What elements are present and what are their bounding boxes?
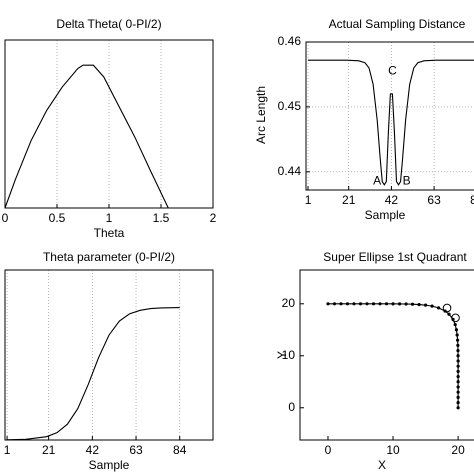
y-axis-label: Y <box>275 351 289 359</box>
highlight-point <box>442 303 452 313</box>
data-point <box>391 302 395 306</box>
x-tick-label: 0.5 <box>49 211 66 225</box>
data-point <box>430 304 434 308</box>
x-tick-label: 21 <box>342 193 356 207</box>
panel-title: Delta Theta( 0-PI/2) <box>56 17 161 31</box>
axes-frame <box>4 39 214 209</box>
data-line <box>4 64 169 209</box>
axes-frame <box>299 269 474 441</box>
data-point <box>456 395 460 399</box>
annotation: A <box>373 174 381 188</box>
data-point <box>417 302 421 307</box>
data-point <box>456 385 460 389</box>
data-point <box>436 306 441 310</box>
x-tick-label: 1 <box>106 211 113 225</box>
x-tick-label: 63 <box>427 193 441 207</box>
x-tick-label: 21 <box>42 443 56 457</box>
y-tick-label: 20 <box>282 296 296 310</box>
data-point <box>456 364 460 368</box>
data-point <box>332 302 337 306</box>
data-point <box>456 348 460 353</box>
data-point <box>371 302 376 306</box>
data-point <box>378 302 382 306</box>
y-tick-label: 0 <box>288 400 295 414</box>
axes-frame <box>305 41 474 191</box>
annotation: C <box>388 63 397 77</box>
data-line <box>327 303 459 408</box>
x-tick-label: 84 <box>470 193 474 207</box>
x-tick-label: 20 <box>451 443 465 457</box>
data-line <box>308 59 474 186</box>
y-tick-label: 0.45 <box>278 99 302 113</box>
y-tick-label: 0.44 <box>278 164 302 178</box>
panel-title: Super Ellipse 1st Quadrant <box>323 250 467 264</box>
data-point <box>455 338 460 342</box>
data-point <box>352 302 356 306</box>
panel: Actual Sampling Distance 1 21 42 63 84 0.44 0.4… <box>254 17 474 222</box>
data-point <box>326 302 330 306</box>
data-point <box>447 312 451 316</box>
data-point <box>397 302 402 306</box>
x-tick-label: 84 <box>173 443 187 457</box>
data-point <box>423 303 428 307</box>
x-tick-label: 0 <box>2 211 9 225</box>
data-point <box>345 302 350 306</box>
x-tick-label: 63 <box>129 443 143 457</box>
y-tick-label: 0.46 <box>278 34 302 48</box>
axes-frame <box>4 269 214 441</box>
data-point <box>339 302 343 306</box>
x-tick-label: 1 <box>4 443 11 457</box>
panel: Super Ellipse 1st Quadrant 0 10 20 0 10 20 X Y <box>275 250 474 472</box>
panel-title: Theta parameter (0-PI/2) <box>43 250 175 264</box>
data-point <box>456 343 460 347</box>
data-point <box>456 380 460 384</box>
annotation: B <box>403 174 411 188</box>
x-tick-label: 10 <box>386 443 400 457</box>
panel: Delta Theta( 0-PI/2) 0 0.5 1 1.5 2 Theta <box>2 17 217 240</box>
data-point <box>453 322 457 327</box>
data-point <box>456 400 460 405</box>
x-tick-label: 2 <box>210 211 217 225</box>
panel: Theta parameter (0-PI/2) 1 21 42 63 84 Sample <box>4 250 214 472</box>
data-point <box>456 406 460 410</box>
x-axis-label: Sample <box>89 458 130 472</box>
x-axis-label: X <box>378 458 386 472</box>
y-axis-label: Arc Length <box>254 86 268 144</box>
data-line <box>7 307 180 441</box>
data-point <box>384 302 389 306</box>
data-point <box>454 328 459 332</box>
data-point <box>404 302 408 306</box>
x-tick-label: 1.5 <box>153 211 170 225</box>
x-tick-label: 0 <box>325 443 332 457</box>
data-point <box>456 374 460 379</box>
x-tick-label: 42 <box>385 193 399 207</box>
y-tick-label: 10 <box>282 348 296 362</box>
x-tick-label: 42 <box>86 443 100 457</box>
data-point <box>455 333 459 337</box>
panel-title: Actual Sampling Distance <box>329 17 466 31</box>
data-point <box>358 302 363 306</box>
x-axis-label: Sample <box>365 208 406 222</box>
data-point <box>456 359 460 363</box>
highlight-point <box>451 313 460 323</box>
data-point <box>365 302 369 306</box>
x-axis-label: Theta <box>94 226 125 240</box>
data-point <box>456 354 460 358</box>
x-tick-label: 1 <box>305 193 312 207</box>
data-point <box>410 302 415 306</box>
data-point <box>456 369 460 373</box>
data-point <box>456 390 460 394</box>
